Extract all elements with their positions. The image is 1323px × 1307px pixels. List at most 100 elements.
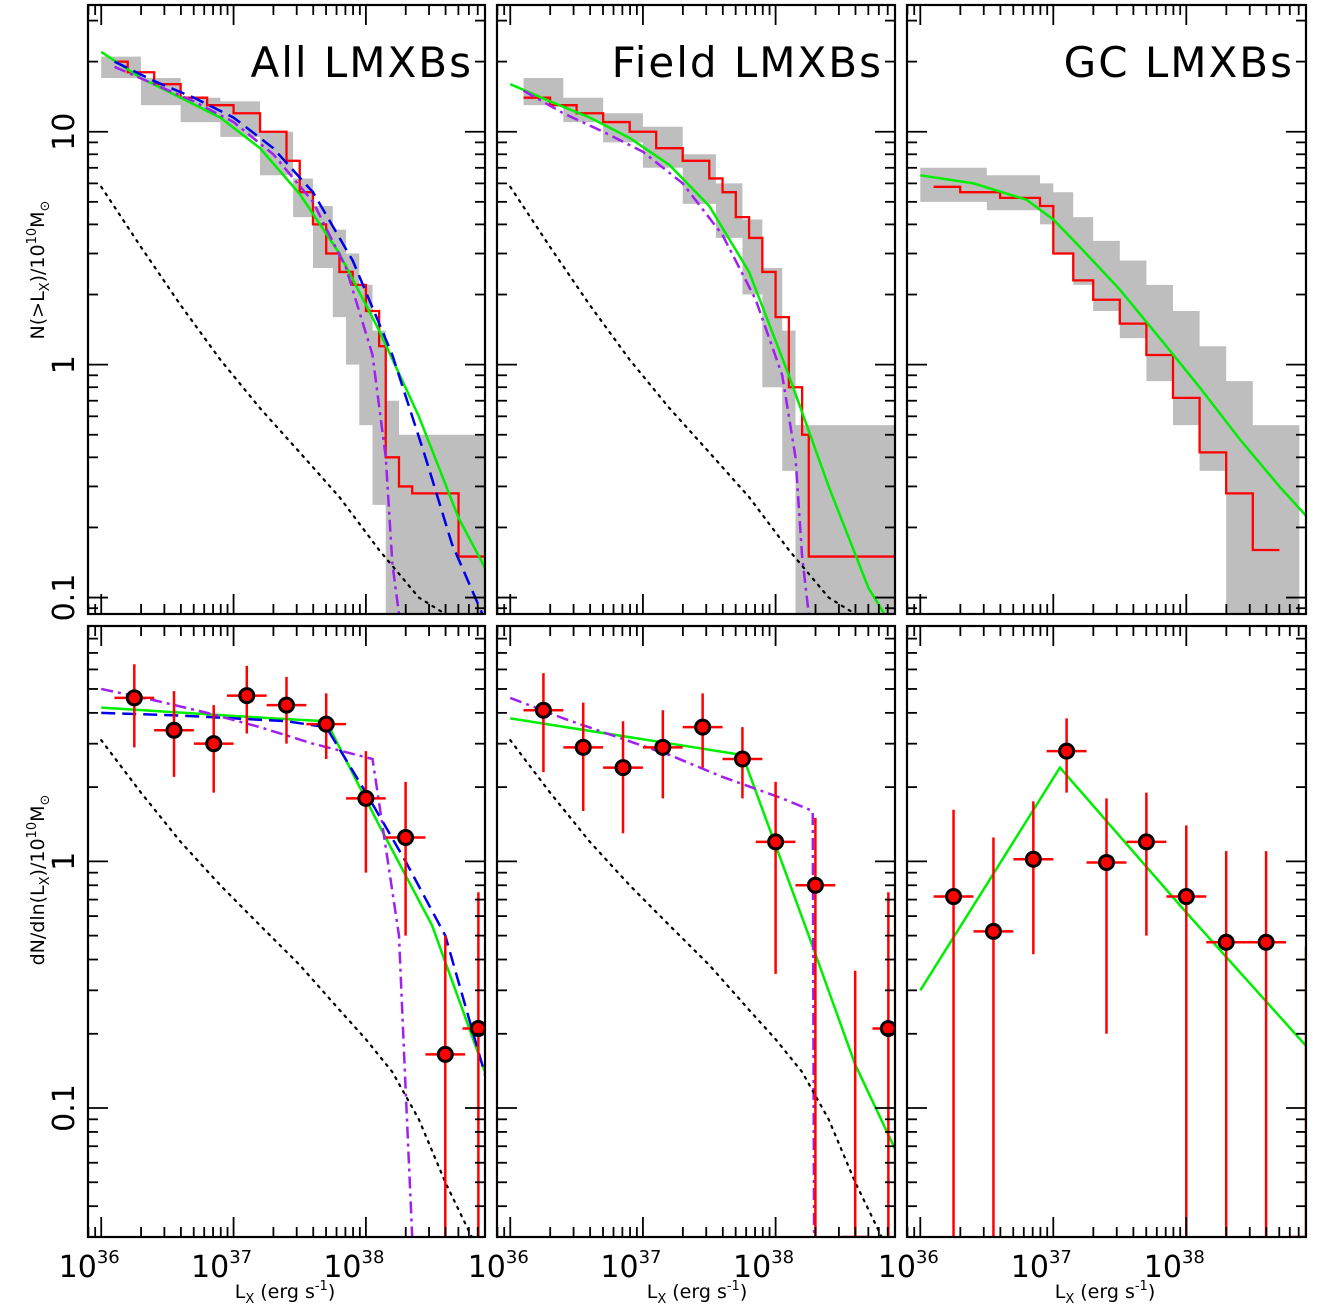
cumulative-data-step [114,60,485,558]
axes-frame [905,624,1308,1239]
model-fit-line [510,717,895,1152]
plot-area [100,50,485,614]
x-tick-label: 1037 [1011,1247,1072,1285]
model-dashed-line [101,711,485,1080]
axes-frame [495,624,897,1239]
x-axis-label-left: LX (erg s-1) [235,1279,336,1307]
data-point [603,721,643,834]
panel-bottom-middle: 1036 1037 1038 [468,624,897,1285]
ticks [906,5,1306,614]
y-axis-label-top: N(>LX)/1010M⊙ [25,201,53,340]
x-tick-label: 1036 [878,1247,939,1285]
data-point [226,665,267,734]
data-marker [614,759,632,777]
data-marker [436,1045,454,1063]
data-marker [357,789,375,807]
ticks [496,625,895,1238]
x-tick-label: 1037 [191,1247,252,1285]
model-dotted-line [509,185,857,614]
axes-frame [86,3,487,616]
data-marker [879,1020,895,1038]
data-point [872,892,895,1237]
data-marker [1024,850,1042,868]
x-tick-label: 1038 [323,1247,384,1285]
uncertainty-band [920,167,1300,614]
uncertainty-band [101,56,485,614]
data-marker [767,833,785,851]
plot-area [509,78,895,614]
data-point [973,837,1014,1237]
y-tick-label: 10 [47,113,82,151]
svg-text:N(>LX)/1010M⊙: N(>LX)/1010M⊙ [25,201,53,340]
x-tick-label: 1036 [59,1247,120,1285]
panel-top-left: 10 1 0.1 All LMXBs [47,3,487,622]
data-point [114,664,155,748]
data-marker [945,888,963,906]
x-tick-label: 1037 [600,1247,661,1285]
data-point [1166,825,1207,1237]
panel-top-right: GC LMXBs [905,3,1308,616]
data-marker [1217,933,1235,951]
plot-area [920,167,1306,614]
data-point [346,751,386,873]
data-marker [165,721,183,739]
data-point [682,693,723,768]
data-point [193,705,234,793]
data-point [1126,792,1167,936]
data-point [1013,801,1054,955]
plot-area [509,673,895,1237]
data-marker [574,738,592,756]
model-dotted-line [100,185,447,614]
data-point [1206,851,1247,1237]
x-tick-label: 1038 [1144,1247,1205,1285]
data-marker [205,735,223,753]
y-tick-label: 0.1 [47,1084,82,1132]
model-dotted-line [509,739,883,1237]
data-point [462,892,485,1237]
data-marker [984,922,1002,940]
axes-frame [905,3,1308,616]
x-tick-label: 1038 [733,1247,794,1285]
data-point [841,970,869,1237]
panel-top-middle: Field LMXBs [495,3,897,616]
data-marker [1257,933,1275,951]
uncertainty-band [523,78,895,614]
ticks [496,5,895,614]
plot-area [100,664,485,1237]
ticks [87,5,485,614]
data-point [722,727,763,799]
data-point [154,691,194,777]
x-tick-label: 1036 [468,1247,529,1285]
y-tick-label: 0.1 [47,574,82,622]
model-dotted-line [100,739,473,1237]
data-marker [1098,853,1115,871]
data-point [266,676,307,744]
data-marker [469,1020,485,1038]
model-fit-line [101,706,485,1073]
model-dashdot-line [113,65,401,614]
y-tick-label: 1 [47,355,82,374]
model-fit-line [919,765,1306,1048]
svg-text:dN/dln(LX)/1010M⊙: dN/dln(LX)/1010M⊙ [25,795,53,966]
data-marker [317,715,335,733]
panel-bottom-right: 1036 1037 1038 [878,624,1308,1285]
axes-frame [495,3,897,616]
x-axis-label-middle: LX (erg s-1) [647,1279,748,1307]
data-marker [694,718,712,736]
model-dashdot-line [522,89,811,614]
data-point [1086,798,1127,1034]
data-point [306,693,347,760]
data-point [795,817,836,1237]
data-marker [654,738,672,756]
data-marker [1058,742,1076,760]
y-tick-label: 1 [47,852,82,871]
data-point [1046,718,1087,793]
cumulative-data-step [523,96,895,558]
model-dashdot-line [509,696,816,1237]
panel-title: All LMXBs [250,38,473,87]
model-fit-line [920,174,1306,518]
data-marker [238,687,256,705]
axes-frame [86,624,487,1239]
data-point [563,702,604,812]
